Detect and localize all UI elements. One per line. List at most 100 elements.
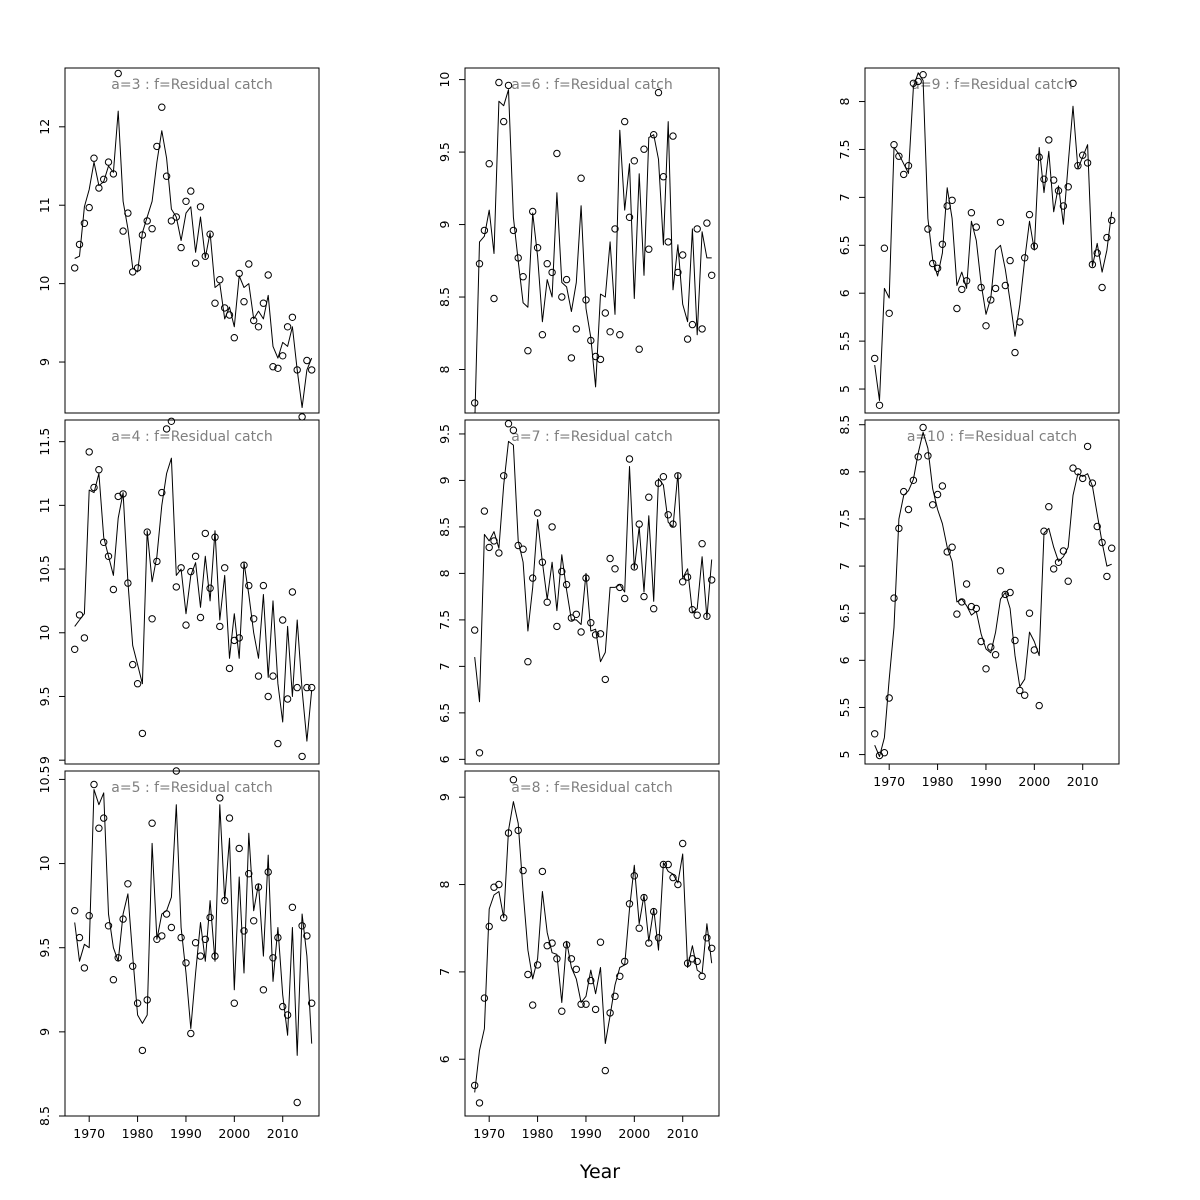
- observed-point: [929, 501, 937, 509]
- observed-point: [187, 1029, 195, 1038]
- observed-point: [259, 581, 268, 590]
- observed-point: [991, 651, 1000, 659]
- observed-point: [904, 505, 913, 514]
- observed-point: [274, 933, 282, 942]
- observed-point: [967, 602, 976, 611]
- observed-point: [611, 225, 619, 233]
- observed-point: [182, 197, 190, 206]
- observed-point: [230, 334, 239, 342]
- observed-point: [104, 158, 113, 166]
- observed-point: [148, 819, 156, 827]
- observed-point: [187, 567, 195, 576]
- observed-point: [958, 598, 966, 606]
- y-tick-label: 10.5: [37, 765, 52, 793]
- observed-point: [100, 814, 108, 822]
- observed-point: [187, 187, 195, 195]
- observed-point: [153, 557, 161, 566]
- observed-point: [293, 1098, 301, 1107]
- observed-point: [1011, 348, 1019, 357]
- observed-point: [264, 692, 272, 701]
- y-tick-label: 7: [837, 562, 852, 570]
- observed-point: [225, 311, 234, 319]
- panel-title: a=7 : f=Residual catch: [511, 429, 672, 445]
- observed-point: [485, 160, 493, 168]
- observed-point: [587, 619, 595, 627]
- y-tick-label: 11.5: [37, 428, 52, 456]
- observed-point: [635, 924, 643, 932]
- x-tick-label: 1990: [170, 1126, 202, 1141]
- x-tick-label: 2010: [267, 1126, 299, 1141]
- observed-point: [104, 922, 113, 930]
- observed-point: [221, 564, 229, 572]
- panel-5: a=7 : f=Residual catch 6 6.5 7 7.5 8 8.5 9 9.5: [437, 419, 720, 765]
- observed-point: [924, 225, 932, 233]
- observed-point: [196, 203, 205, 211]
- x-tick-label: 1980: [922, 774, 954, 789]
- observed-point: [480, 994, 489, 1002]
- observed-point: [582, 1000, 590, 1008]
- observed-point: [703, 934, 711, 942]
- observed-point: [871, 354, 879, 363]
- observed-point: [1030, 646, 1039, 654]
- y-tick-label: 5: [837, 751, 852, 759]
- observed-point: [1088, 260, 1097, 269]
- observed-point: [924, 452, 932, 460]
- observed-point: [80, 964, 89, 972]
- observed-point: [982, 665, 990, 673]
- observed-point: [153, 935, 161, 943]
- observed-point: [308, 999, 316, 1007]
- observed-point: [698, 325, 706, 333]
- observed-point: [235, 634, 243, 642]
- plot-area: [74, 110, 313, 408]
- y-tick-label: 10: [37, 625, 52, 641]
- observed-point: [500, 472, 508, 480]
- y-tick-label: 9: [37, 756, 52, 764]
- observed-point: [972, 604, 980, 613]
- observed-point: [630, 872, 638, 880]
- observed-point: [308, 683, 316, 692]
- panel-title: a=3 : f=Residual catch: [111, 77, 272, 93]
- observed-point: [880, 749, 889, 757]
- observed-point: [679, 251, 687, 259]
- observed-point: [587, 976, 595, 985]
- y-tick-label: 7: [437, 968, 452, 976]
- observed-point: [674, 268, 682, 277]
- observed-point: [80, 634, 89, 642]
- observed-point: [250, 316, 258, 325]
- observed-point: [109, 170, 118, 178]
- panel-7: a=9 : f=Residual catch 5 5.5 6 6.5 7 7.5 8: [837, 67, 1120, 414]
- observed-point: [514, 541, 522, 550]
- observed-point: [683, 573, 692, 581]
- observed-point: [558, 293, 566, 301]
- observed-point: [148, 225, 156, 233]
- observed-point: [895, 152, 903, 160]
- observed-point: [616, 583, 624, 592]
- observed-point: [1035, 701, 1043, 710]
- observed-point: [138, 1046, 147, 1055]
- observed-point: [143, 528, 151, 536]
- panel-frame: [464, 770, 720, 1117]
- observed-point: [659, 173, 668, 181]
- observed-point: [191, 552, 200, 560]
- observed-point: [919, 71, 927, 79]
- observed-point: [235, 269, 243, 278]
- observed-point: [167, 923, 176, 932]
- observed-point: [201, 529, 210, 538]
- observed-point: [138, 729, 147, 738]
- observed-point: [211, 533, 219, 541]
- observed-point: [1020, 691, 1029, 699]
- observed-point: [577, 174, 585, 182]
- observed-point: [95, 824, 103, 832]
- observed-point: [133, 680, 142, 688]
- observed-point: [201, 935, 210, 943]
- observed-point: [977, 283, 985, 292]
- y-tick-label: 9: [437, 793, 452, 801]
- observed-point: [1050, 176, 1058, 184]
- observed-point: [71, 907, 79, 915]
- observed-point: [880, 244, 889, 252]
- observed-point: [630, 563, 638, 571]
- observed-point: [688, 320, 697, 329]
- observed-point: [500, 914, 508, 922]
- observed-point: [543, 598, 551, 606]
- observed-point: [85, 203, 93, 212]
